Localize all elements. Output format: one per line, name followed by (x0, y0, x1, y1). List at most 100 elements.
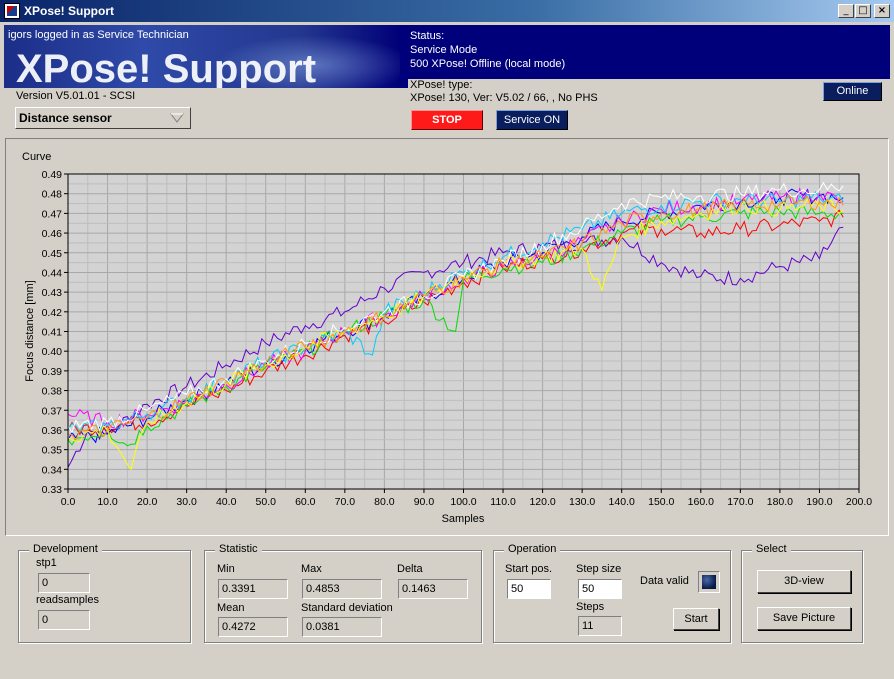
x-tick-label: 50.0 (256, 496, 277, 508)
select-group: Select 3D-view Save Picture (741, 543, 863, 643)
y-tick-label: 0.42 (42, 307, 63, 319)
x-tick-label: 60.0 (295, 496, 316, 508)
y-tick-label: 0.44 (42, 267, 63, 279)
min-label: Min (217, 563, 235, 575)
steps-label: Steps (576, 601, 605, 613)
x-tick-label: 150.0 (648, 496, 674, 508)
y-tick-label: 0.40 (42, 346, 63, 358)
step-size-input[interactable]: 50 (578, 579, 622, 599)
y-tick-label: 0.43 (42, 287, 63, 299)
version-bar: Version V5.01.01 - SCSI (4, 88, 408, 104)
y-tick-label: 0.45 (42, 248, 63, 260)
series-line-9 (67, 194, 844, 441)
curve-panel: Curve 0.0 10.0 20.0 30.0 40.0 50.0 60.0 70.0 80.… (5, 138, 889, 536)
max-field: 0.4853 (302, 579, 382, 599)
x-tick-label: 90.0 (414, 496, 435, 508)
sensor-select-value: Distance sensor (19, 111, 112, 125)
statistic-title: Statistic (215, 543, 262, 555)
x-axis-label: Samples (442, 513, 485, 525)
series-line-7 (67, 181, 844, 434)
app-icon[interactable] (4, 3, 20, 19)
y-tick-label: 0.48 (42, 189, 63, 201)
y-tick-label: 0.46 (42, 228, 63, 240)
x-tick-label: 170.0 (727, 496, 753, 508)
x-tick-label: 200.0 (846, 496, 872, 508)
y-axis-label: Focus distance [mm] (24, 280, 36, 381)
select-title: Select (752, 543, 791, 555)
chart-series (67, 181, 844, 471)
chart-grid (67, 173, 860, 490)
title-bar: XPose! Support _ □ × (0, 0, 894, 22)
step-size-label: Step size (576, 563, 622, 575)
stp1-field[interactable]: 0 (38, 573, 90, 593)
x-tick-label: 190.0 (806, 496, 832, 508)
y-tick-label: 0.47 (42, 208, 63, 220)
close-button[interactable]: × (874, 4, 890, 18)
online-button[interactable]: Online (823, 82, 882, 101)
operation-group: Operation Start pos. 50 Step size 50 Ste… (493, 543, 731, 643)
y-tick-label: 0.49 (42, 169, 63, 181)
data-valid-led-icon (698, 571, 720, 593)
status-label: Status: (410, 30, 445, 42)
mean-label: Mean (217, 602, 245, 614)
chart-title: Curve (22, 151, 52, 163)
readsamples-field[interactable]: 0 (38, 610, 90, 630)
y-tick-label: 0.35 (42, 445, 63, 457)
x-tick-label: 0.0 (61, 496, 76, 508)
y-tick-label: 0.36 (42, 425, 63, 437)
steps-field: 11 (578, 616, 622, 636)
x-tick-label: 130.0 (569, 496, 595, 508)
operation-title: Operation (504, 543, 561, 555)
x-ticks: 0.0 10.0 20.0 30.0 40.0 50.0 60.0 70.0 80.0 90.0 1… (61, 489, 872, 508)
x-tick-label: 20.0 (137, 496, 158, 508)
sensor-select[interactable]: Distance sensor (15, 107, 191, 129)
x-tick-label: 80.0 (374, 496, 395, 508)
statistic-group: Statistic Min 0.3391 Max 0.4853 Delta 0.… (204, 543, 482, 643)
development-group: Development stp1 0 readsamples 0 (18, 543, 191, 643)
start-pos-input[interactable]: 50 (507, 579, 551, 599)
x-tick-label: 160.0 (688, 496, 714, 508)
readsamples-label: readsamples (36, 594, 99, 606)
y-tick-label: 0.37 (42, 405, 63, 417)
brand-title: XPose! Support (16, 47, 317, 88)
save-picture-button[interactable]: Save Picture (757, 607, 851, 630)
x-tick-label: 110.0 (490, 496, 516, 508)
window-title: XPose! Support (24, 4, 115, 18)
service-on-button[interactable]: Service ON (496, 110, 568, 130)
delta-field: 0.1463 (398, 579, 468, 599)
mean-field: 0.4272 (218, 617, 288, 637)
delta-label: Delta (397, 563, 423, 575)
plot-border (67, 173, 860, 490)
std-field: 0.0381 (302, 617, 382, 637)
y-tick-label: 0.38 (42, 386, 63, 398)
brand-swoosh-graphic (214, 35, 400, 88)
x-tick-label: 140.0 (609, 496, 635, 508)
type-value: XPose! 130, Ver: V5.02 / 66, , No PHS (410, 92, 598, 104)
status-mode: Service Mode (410, 44, 478, 56)
y-tick-label: 0.34 (42, 464, 63, 476)
data-valid-label: Data valid (640, 575, 689, 587)
header-banner: igors logged in as Service Technician XP… (4, 25, 890, 104)
x-tick-label: 10.0 (97, 496, 118, 508)
version-label: Version V5.01.01 - SCSI (16, 90, 136, 102)
stp1-label: stp1 (36, 557, 57, 569)
start-button[interactable]: Start (673, 608, 719, 630)
curve-chart: 0.0 10.0 20.0 30.0 40.0 50.0 60.0 70.0 80.0 90.0 1… (24, 169, 872, 525)
std-label: Standard deviation (301, 602, 393, 614)
series-line-4 (67, 205, 844, 447)
minimize-button[interactable]: _ (838, 4, 854, 18)
maximize-button[interactable]: □ (855, 4, 871, 18)
y-tick-label: 0.41 (42, 327, 63, 339)
chevron-down-icon (170, 113, 184, 123)
x-tick-label: 180.0 (767, 496, 793, 508)
y-tick-label: 0.39 (42, 366, 63, 378)
brand-panel: igors logged in as Service Technician XP… (4, 25, 400, 88)
type-bar: XPose! type: XPose! 130, Ver: V5.02 / 66… (408, 79, 890, 104)
min-field: 0.3391 (218, 579, 288, 599)
x-tick-label: 70.0 (335, 496, 356, 508)
3d-view-button[interactable]: 3D-view (757, 570, 851, 593)
status-connection: 500 XPose! Offline (local mode) (410, 58, 566, 70)
x-tick-label: 30.0 (176, 496, 197, 508)
x-tick-label: 120.0 (529, 496, 555, 508)
stop-button[interactable]: STOP (411, 110, 483, 130)
